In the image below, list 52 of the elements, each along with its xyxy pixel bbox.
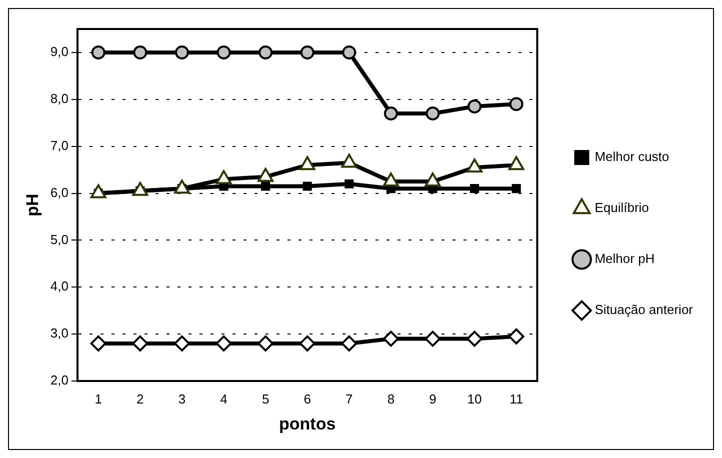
point <box>258 335 274 352</box>
x-axis-title: pontos <box>279 414 336 434</box>
point <box>382 330 399 347</box>
y-tick-label: 4,0 <box>50 278 68 294</box>
x-tick-label: 6 <box>304 391 311 406</box>
point <box>91 45 106 60</box>
point <box>508 328 524 344</box>
x-tick-label: 5 <box>262 391 270 406</box>
point <box>344 179 354 188</box>
point <box>90 335 106 352</box>
point <box>216 45 231 60</box>
point <box>512 184 521 194</box>
point <box>468 99 482 114</box>
point <box>509 97 524 112</box>
x-tick-label: 1 <box>94 391 102 406</box>
y-tick-label: 9,0 <box>50 44 68 60</box>
y-tick-label: 3,0 <box>50 326 68 341</box>
point <box>299 335 316 352</box>
x-tick-label: 2 <box>136 391 144 406</box>
x-tick-label: 10 <box>467 391 482 406</box>
y-axis-title: pH <box>22 194 42 216</box>
point <box>133 45 148 60</box>
point <box>300 45 314 60</box>
y-tick-label: 2,0 <box>50 372 68 388</box>
legend-label: Situação anterior <box>594 302 694 318</box>
point <box>302 182 312 191</box>
point <box>384 106 398 120</box>
y-tick-label: 6,0 <box>50 184 68 200</box>
x-tick-label: 8 <box>387 391 395 406</box>
x-tick-label: 4 <box>220 391 228 406</box>
x-tick-label: 3 <box>178 391 186 406</box>
point <box>132 335 148 352</box>
y-tick-label: 8,0 <box>50 90 68 106</box>
point <box>174 45 189 60</box>
point <box>426 106 440 120</box>
y-tick-label: 5,0 <box>50 232 68 247</box>
legend-label: Equilíbrio <box>594 200 649 216</box>
point <box>341 335 358 352</box>
legend-label: Melhor custo <box>594 149 670 164</box>
point <box>216 335 232 352</box>
point <box>470 184 480 194</box>
point <box>258 45 273 60</box>
x-tick-label: 9 <box>429 391 436 406</box>
point <box>174 335 190 352</box>
x-tick-label: 7 <box>346 391 353 406</box>
legend-label: Melhor pH <box>594 251 655 266</box>
point <box>261 182 270 191</box>
point <box>466 330 483 347</box>
point <box>342 45 356 60</box>
y-tick-label: 7,0 <box>50 138 68 153</box>
point <box>424 330 441 347</box>
x-tick-label: 11 <box>510 391 524 406</box>
